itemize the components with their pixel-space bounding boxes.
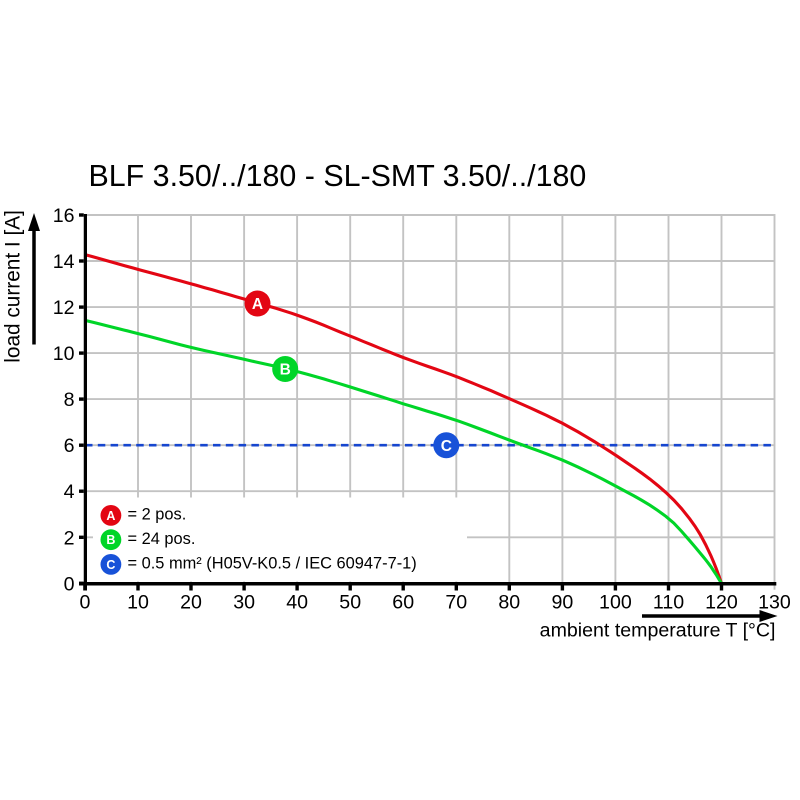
svg-text:60: 60 (392, 591, 414, 613)
svg-text:40: 40 (286, 591, 308, 613)
svg-text:BLF 3.50/../180 - SL-SMT 3.50/: BLF 3.50/../180 - SL-SMT 3.50/../180 (89, 159, 587, 193)
svg-text:80: 80 (498, 591, 520, 613)
svg-text:120: 120 (705, 591, 738, 613)
svg-text:50: 50 (339, 591, 361, 613)
svg-text:A: A (252, 296, 263, 313)
svg-text:20: 20 (180, 591, 202, 613)
svg-text:C: C (106, 558, 115, 572)
svg-text:ambient temperature T [°C]: ambient temperature T [°C] (540, 620, 776, 642)
svg-text:16: 16 (53, 205, 75, 227)
svg-text:0: 0 (64, 573, 75, 595)
svg-text:= 0.5 mm² (H05V-K0.5 / IEC 609: = 0.5 mm² (H05V-K0.5 / IEC 60947-7-1) (128, 555, 417, 573)
svg-text:8: 8 (64, 389, 75, 411)
svg-text:6: 6 (64, 435, 75, 457)
svg-text:B: B (106, 533, 115, 547)
svg-text:load current I [A]: load current I [A] (1, 210, 24, 363)
svg-text:A: A (106, 509, 115, 523)
svg-text:= 2 pos.: = 2 pos. (128, 505, 187, 523)
svg-text:70: 70 (445, 591, 467, 613)
svg-text:14: 14 (53, 251, 75, 273)
svg-text:2: 2 (64, 527, 75, 549)
svg-text:= 24 pos.: = 24 pos. (128, 530, 196, 548)
svg-text:100: 100 (599, 591, 632, 613)
svg-text:110: 110 (653, 591, 684, 613)
svg-text:90: 90 (552, 591, 574, 613)
svg-text:C: C (441, 438, 452, 455)
svg-text:4: 4 (64, 481, 75, 503)
svg-text:0: 0 (80, 591, 91, 613)
svg-text:30: 30 (233, 591, 255, 613)
svg-text:12: 12 (53, 297, 75, 319)
svg-text:130: 130 (758, 591, 791, 613)
svg-text:10: 10 (53, 343, 75, 365)
svg-text:B: B (280, 362, 291, 379)
svg-text:10: 10 (127, 591, 149, 613)
